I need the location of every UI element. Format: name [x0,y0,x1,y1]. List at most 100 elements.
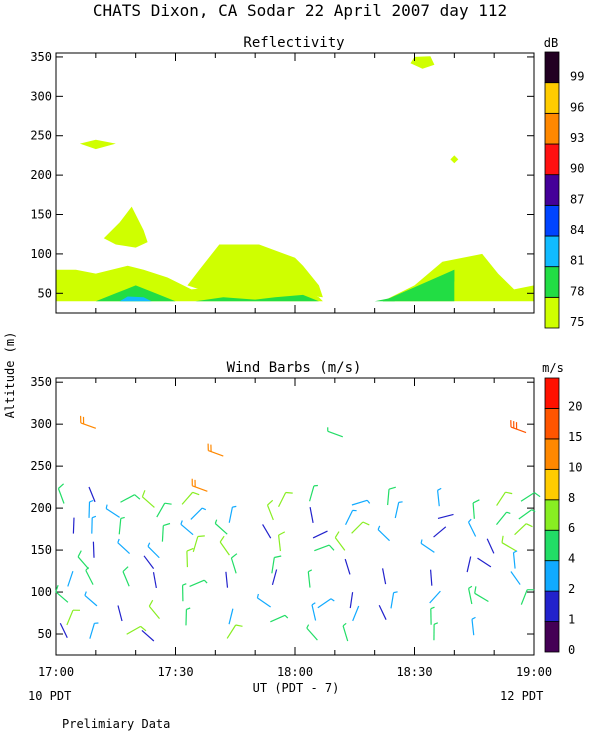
wind-barb-shaft [225,571,229,588]
wind-barb-feather [362,521,370,526]
wind-barb [394,501,403,519]
wind-colorbar-label: 0 [568,643,575,657]
wind-barb-shaft [105,508,120,518]
wind-barb-shaft [471,619,475,636]
wind-barb [271,569,278,586]
wind-barb-shaft [351,499,368,506]
wind-barb [226,624,243,639]
wind-barb-feather [366,499,371,504]
wind-barb-feather [308,569,313,573]
wind-barb-shaft [394,502,400,519]
wind-barb-shaft [192,485,208,492]
wind-barb [334,531,346,551]
wind-barb [186,547,194,568]
wind-barb-shaft [143,555,155,569]
wind-barb-shaft [520,492,535,502]
wind-barb-shaft [262,524,272,539]
wind-barb [429,590,441,604]
refl-region-75 [187,244,323,298]
wind-barb-shaft [501,542,517,552]
wind-barb-shaft [433,526,447,538]
wind-barb [496,491,513,506]
refl-colorbar-swatch [544,204,560,237]
wind-barb [342,622,349,642]
refl-ytick-label: 350 [30,50,52,64]
wind-barb [510,420,527,434]
wind-barb-shaft [349,592,354,609]
wind-barb-shaft [309,506,314,523]
wind-barb [67,571,74,587]
wind-barb [477,557,492,568]
wind-barb-feather [468,585,473,589]
wind-barb [468,585,473,605]
wind-barb [345,509,357,525]
wind-barb-feather [420,539,423,544]
wind-ytick-label: 50 [38,627,52,641]
wind-barb-shaft [141,629,155,642]
wind-barb-shaft [85,570,94,585]
footer-note: Prelimiary Data [62,717,170,731]
refl-colorbar-swatch [544,296,560,329]
wind-barb-feather [433,622,439,625]
wind-barb-shaft [192,536,199,553]
wind-colorbar-swatch [544,590,560,622]
windbarb-title: Wind Barbs (m/s) [227,360,362,376]
wind-barb-shaft [189,579,205,588]
wind-barb-shaft [314,544,330,552]
wind-ytick-label: 300 [30,417,52,431]
wind-barb [467,518,477,537]
wind-barb-shaft [72,517,75,534]
wind-barb [471,616,476,636]
wind-barb-shaft [228,608,234,625]
wind-barb [80,415,97,429]
wind-barb-shaft [514,523,527,536]
wind-barb-shaft [181,491,194,505]
wind-barb-feather [192,491,200,496]
wind-barb [472,499,480,519]
wind-barb-feather [328,544,335,551]
wind-barb [271,555,282,574]
wind-barb-feather [256,593,259,599]
wind-xtick-label: 18:30 [396,665,432,679]
refl-colorbar-swatch [544,143,560,176]
wind-barb-shaft [271,557,275,574]
refl-colorbar-label: 81 [570,254,584,268]
wind-barb-feather [122,566,129,572]
wind-barb [430,606,435,625]
wind-barb-feather [377,525,381,530]
wind-barb [317,598,335,609]
wind-barb-shaft [118,518,122,535]
wind-barb [189,579,208,588]
wind-ytick-label: 100 [30,585,52,599]
wind-barb-shaft [344,558,351,575]
reflectivity-unit: dB [544,36,558,50]
wind-barb [382,568,387,585]
refl-colorbar-label: 75 [570,315,584,329]
wind-barb [185,607,191,626]
refl-region-75 [410,56,435,69]
reflectivity-panel: 50 100 150 200 250 300 350 [30,50,535,314]
wind-colorbar-label: 8 [568,491,575,505]
wind-colorbar-swatch [544,560,560,592]
wind-barb-feather [186,547,194,552]
wind-barb [77,550,90,570]
wind-barb [466,556,472,573]
refl-ytick-label: 100 [30,247,52,261]
wind-barb-shaft [345,510,354,525]
wind-barb [89,622,99,639]
wind-barb-shaft [312,530,328,539]
wind-barb-feather [393,591,398,594]
wind-barb-shaft [190,507,203,520]
refl-ytick-label: 150 [30,208,52,222]
wind-barb [91,515,97,534]
wind-barb-shaft [352,605,360,622]
wind-barb [270,614,289,623]
wind-colorbar-label: 1 [568,613,575,627]
wind-barb-feather [468,518,472,523]
refl-region-75 [79,139,116,150]
wind-barb-feather [141,490,146,498]
wind-colorbar-swatch [544,529,560,562]
wind-xtick-label: 18:00 [277,665,313,679]
wind-barb-shaft [278,492,287,508]
